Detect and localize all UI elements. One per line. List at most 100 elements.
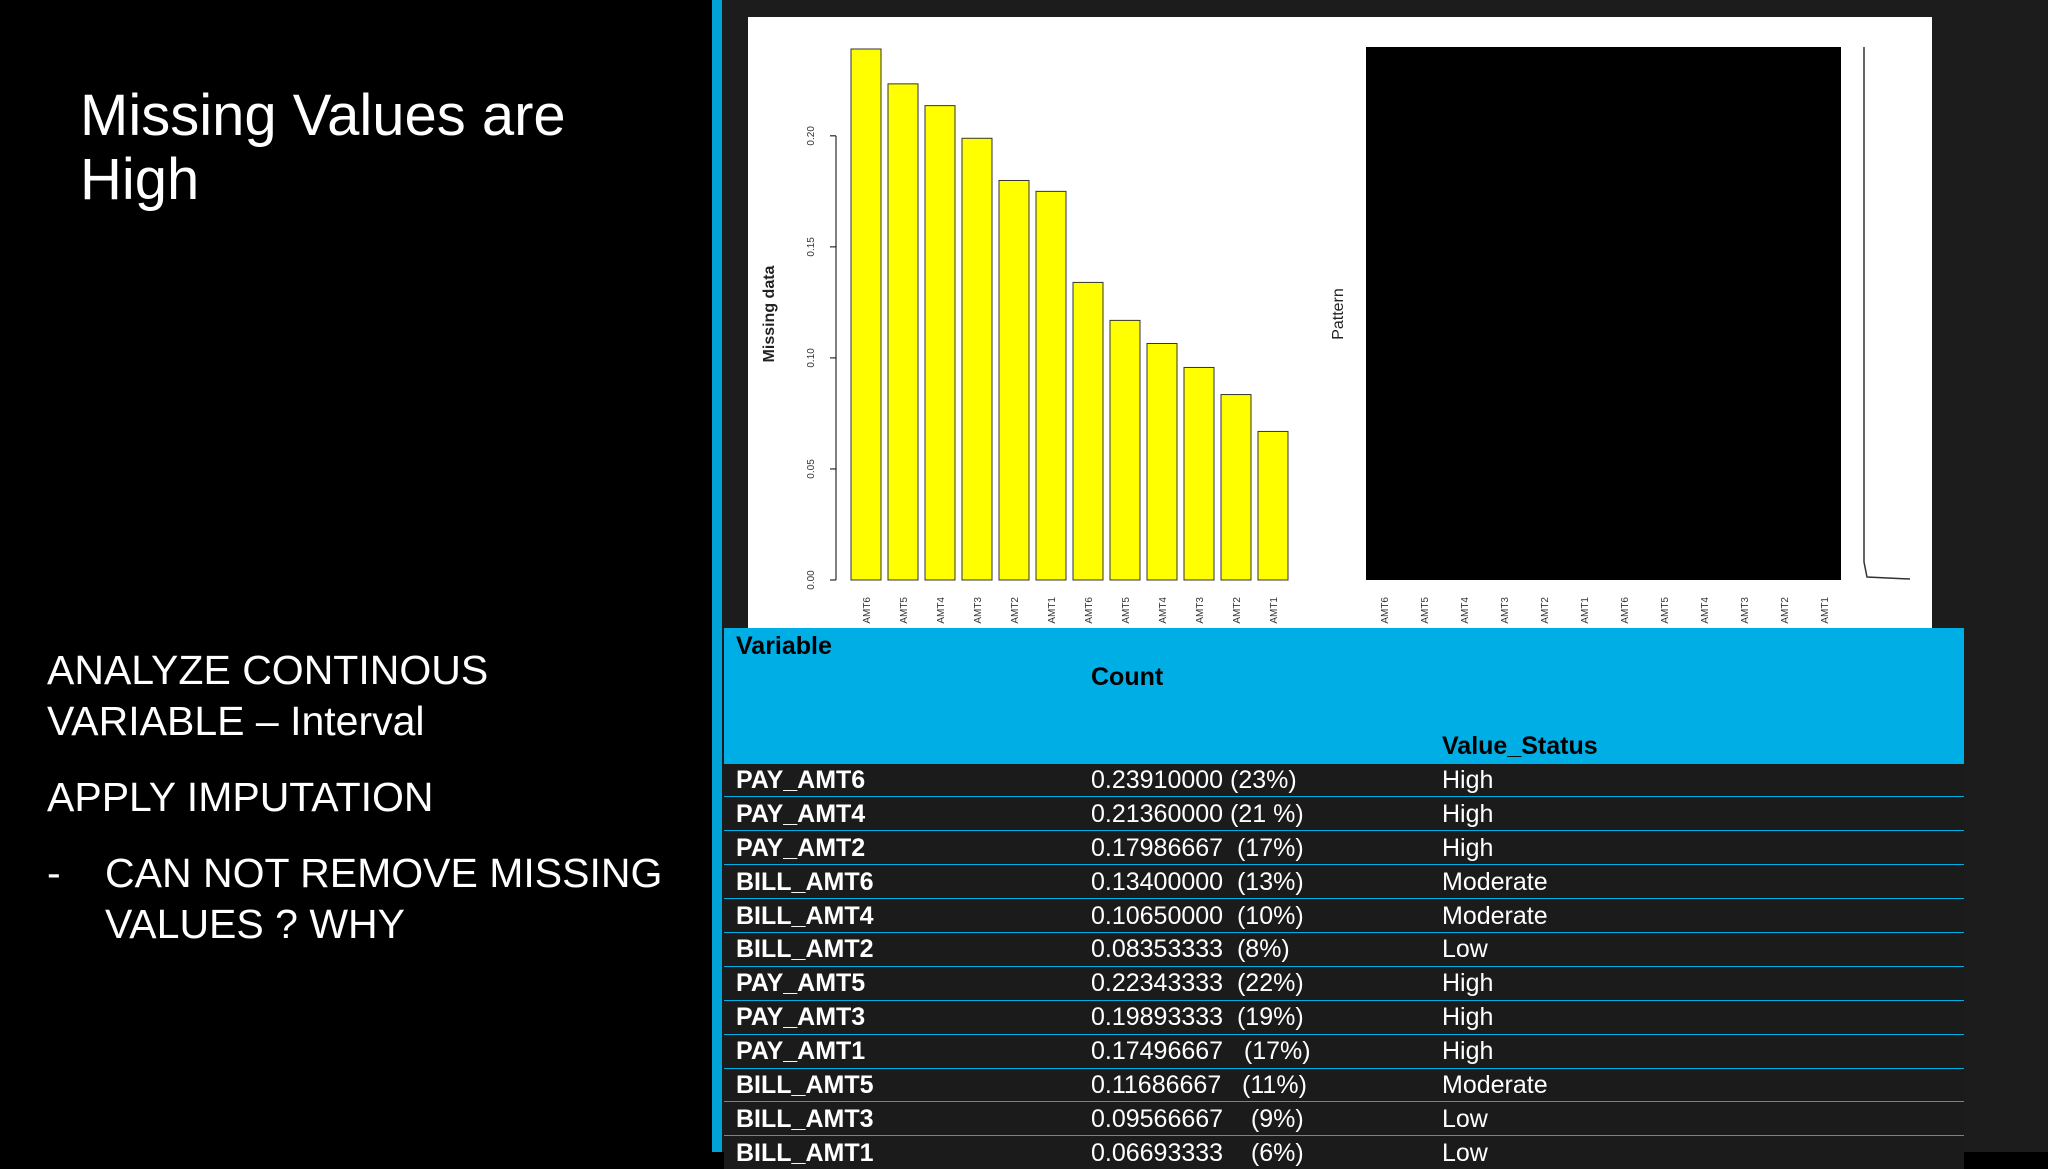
cell-variable: PAY_AMT2 — [724, 830, 1079, 865]
pattern-tick-label: AMT6 — [1620, 597, 1631, 624]
cell-count: 0.22343333 (22%) — [1079, 965, 1430, 1001]
table-row: BILL_AMT6 0.13400000 (13%) Moderate — [724, 864, 1964, 899]
table-row: PAY_AMT4 0.21360000 (21 %) High — [724, 796, 1964, 831]
bullet-list: ANALYZE CONTINOUS VARIABLE – Interval AP… — [47, 645, 687, 950]
y-axis-label: Missing data — [761, 265, 778, 362]
pattern-tick-label: AMT3 — [1740, 597, 1751, 624]
cell-variable: BILL_AMT4 — [724, 898, 1079, 933]
cell-variable: BILL_AMT2 — [724, 931, 1079, 967]
cell-status: High — [1430, 999, 1964, 1035]
bar — [850, 48, 882, 581]
x-tick-label: AMT1 — [1269, 597, 1280, 624]
table-row: PAY_AMT1 0.17496667 (17%) High — [724, 1033, 1964, 1069]
bar — [998, 179, 1030, 581]
pattern-block — [1366, 47, 1841, 580]
missing-data-plots: 0.00 0.05 0.10 0.15 0.20 Missing data AMT6 AMT5… — [761, 47, 1911, 624]
y-tick-label: 0.20 — [806, 126, 817, 146]
cell-variable: BILL_AMT3 — [724, 1101, 1079, 1136]
cell-variable: PAY_AMT5 — [724, 965, 1079, 1001]
cell-count: 0.06693333 (6%) — [1079, 1135, 1430, 1169]
y-tick-label: 0.15 — [806, 237, 817, 257]
cell-count: 0.17986667 (17%) — [1079, 830, 1430, 865]
combination-line — [1863, 47, 1911, 580]
bar — [1257, 430, 1289, 581]
bullet-analyze: ANALYZE CONTINOUS VARIABLE – Interval — [47, 647, 489, 744]
x-tick-label: AMT4 — [936, 597, 947, 624]
bar — [887, 83, 919, 581]
y-tick-label: 0.00 — [806, 570, 817, 590]
header-variable: Variable — [724, 628, 1079, 763]
table-row: BILL_AMT4 0.10650000 (10%) Moderate — [724, 898, 1964, 933]
table-row: PAY_AMT5 0.22343333 (22%) High — [724, 965, 1964, 1001]
cell-count: 0.10650000 (10%) — [1079, 898, 1430, 933]
cell-variable: PAY_AMT1 — [724, 1033, 1079, 1069]
pattern-tick-label: AMT4 — [1700, 597, 1711, 624]
cell-count: 0.09566667 (9%) — [1079, 1101, 1430, 1136]
cell-status: Low — [1430, 1135, 1964, 1169]
pattern-tick-label: AMT1 — [1580, 597, 1591, 624]
cell-status: Moderate — [1430, 864, 1964, 899]
table-row: BILL_AMT1 0.06693333 (6%) Low — [724, 1135, 1964, 1169]
bar — [1035, 190, 1067, 581]
accent-bar — [712, 0, 722, 1152]
cell-variable: BILL_AMT1 — [724, 1135, 1079, 1169]
bar — [924, 105, 956, 581]
bar — [961, 137, 993, 581]
cell-status: Moderate — [1430, 1067, 1964, 1102]
cell-variable: PAY_AMT4 — [724, 796, 1079, 831]
cell-count: 0.17496667 (17%) — [1079, 1033, 1430, 1069]
bar — [1220, 394, 1252, 581]
bar — [1146, 342, 1178, 581]
x-tick-label: AMT6 — [862, 597, 873, 624]
y-tick-label: 0.05 — [806, 459, 817, 479]
table-row: BILL_AMT5 0.11686667 (11%) Moderate — [724, 1067, 1964, 1102]
cell-variable: PAY_AMT6 — [724, 762, 1079, 797]
cell-count: 0.21360000 (21 %) — [1079, 796, 1430, 831]
cell-variable: BILL_AMT5 — [724, 1067, 1079, 1102]
cell-status: Moderate — [1430, 898, 1964, 933]
table-row: PAY_AMT2 0.17986667 (17%) High — [724, 830, 1964, 865]
table-row: BILL_AMT3 0.09566667 (9%) Low — [724, 1101, 1964, 1136]
cell-status: Low — [1430, 931, 1964, 967]
dash-marker: - — [47, 850, 61, 896]
slide-title: Missing Values are High — [80, 83, 566, 212]
pattern-tick-label: AMT5 — [1420, 597, 1431, 624]
sub-bullet: - CAN NOT REMOVE MISSING VALUES ? WHY — [47, 848, 687, 950]
x-tick-label: AMT3 — [973, 597, 984, 624]
cell-status: High — [1430, 796, 1964, 831]
cell-count: 0.11686667 (11%) — [1079, 1067, 1430, 1102]
x-tick-label: AMT1 — [1047, 597, 1058, 624]
x-tick-label: AMT3 — [1195, 597, 1206, 624]
cell-count: 0.08353333 (8%) — [1079, 931, 1430, 967]
cell-count: 0.23910000 (23%) — [1079, 762, 1430, 797]
sub-bullet-text: CAN NOT REMOVE MISSING VALUES ? WHY — [105, 850, 663, 947]
table-row: PAY_AMT3 0.19893333 (19%) High — [724, 999, 1964, 1035]
bullet-imputation: APPLY IMPUTATION — [47, 774, 434, 820]
x-tick-label: AMT2 — [1232, 597, 1243, 624]
x-tick-label: AMT6 — [1084, 597, 1095, 624]
pattern-tick-label: AMT2 — [1780, 597, 1791, 624]
x-tick-label: AMT4 — [1158, 597, 1169, 624]
cell-variable: BILL_AMT6 — [724, 864, 1079, 899]
pattern-tick-label: AMT5 — [1660, 597, 1671, 624]
cell-count: 0.13400000 (13%) — [1079, 864, 1430, 899]
pattern-tick-label: AMT6 — [1380, 597, 1391, 624]
header-status: Value_Status — [1430, 628, 1964, 763]
cell-status: High — [1430, 1033, 1964, 1069]
cell-status: Low — [1430, 1101, 1964, 1136]
missing-values-table: Variable Count Value_Status PAY_AMT6 0.23… — [724, 628, 1964, 1169]
x-tick-label: AMT5 — [1121, 597, 1132, 624]
pattern-tick-label: AMT2 — [1540, 597, 1551, 624]
cell-status: High — [1430, 965, 1964, 1001]
pattern-tick-label: AMT1 — [1820, 597, 1831, 624]
missing-data-figure: 0.00 0.05 0.10 0.15 0.20 Missing data AMT6 AMT5… — [748, 17, 1932, 628]
y-tick-label: 0.10 — [806, 348, 817, 368]
pattern-tick-label: AMT3 — [1500, 597, 1511, 624]
pattern-tick-label: AMT4 — [1460, 597, 1471, 624]
cell-count: 0.19893333 (19%) — [1079, 999, 1430, 1035]
bar — [1109, 319, 1141, 581]
table-row: BILL_AMT2 0.08353333 (8%) Low — [724, 931, 1964, 967]
x-tick-label: AMT5 — [899, 597, 910, 624]
header-count: Count — [1079, 628, 1430, 763]
cell-status: High — [1430, 762, 1964, 797]
